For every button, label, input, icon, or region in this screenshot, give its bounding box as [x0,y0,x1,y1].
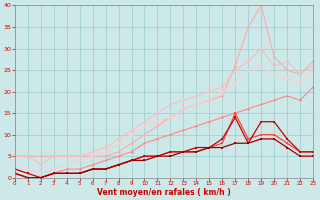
X-axis label: Vent moyen/en rafales ( km/h ): Vent moyen/en rafales ( km/h ) [97,188,231,197]
